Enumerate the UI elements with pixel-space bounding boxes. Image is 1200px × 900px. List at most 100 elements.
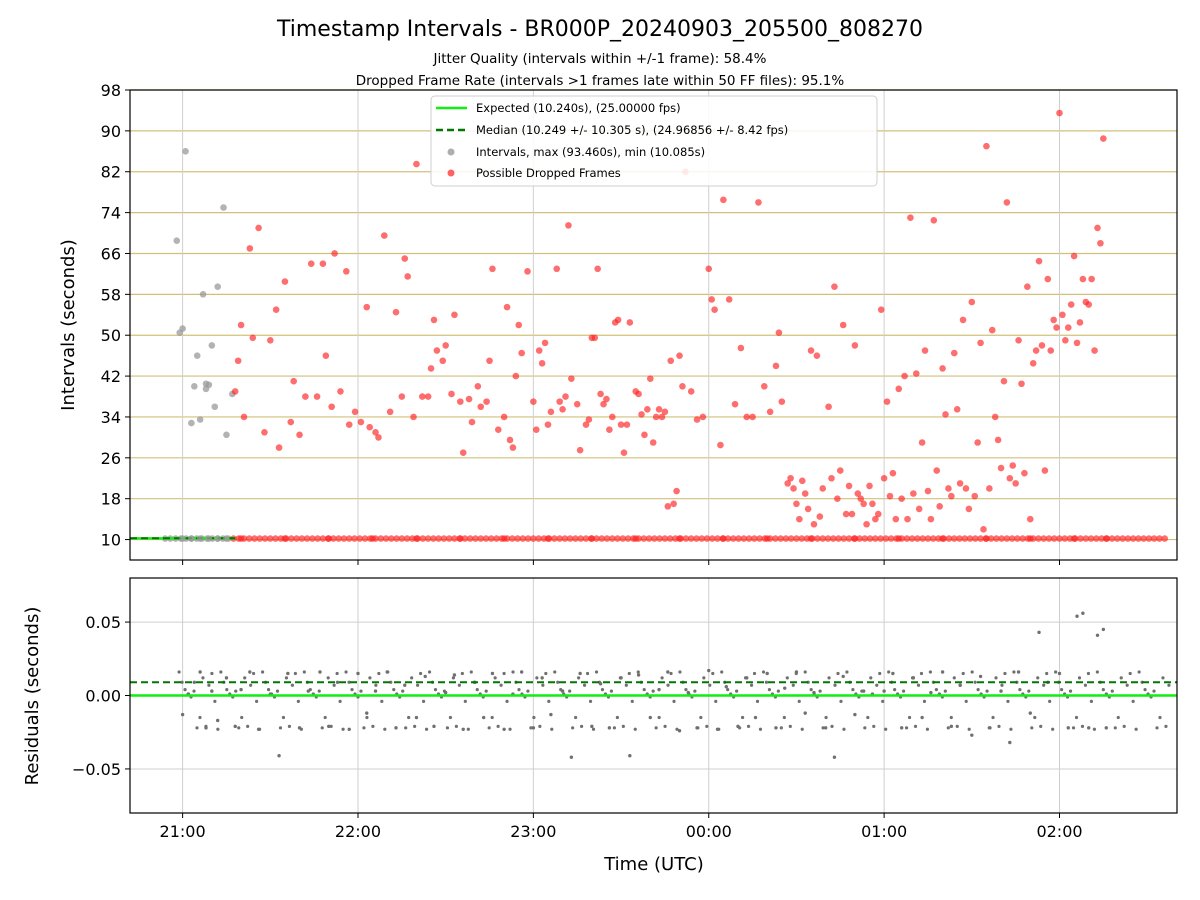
residual-point	[255, 699, 259, 703]
residual-point	[192, 680, 197, 684]
residual-point	[598, 682, 603, 686]
residual-point	[306, 689, 310, 693]
residual-point	[612, 726, 616, 730]
residual-point	[1033, 715, 1037, 720]
residual-point	[362, 726, 366, 730]
dropped-frame-point	[921, 347, 929, 354]
residual-point	[920, 715, 924, 720]
dropped-frame-point	[1012, 480, 1019, 487]
dropped-frame-point	[582, 535, 590, 542]
residual-point	[875, 683, 879, 687]
dropped-frame-point	[948, 492, 955, 500]
dropped-frame-point	[895, 385, 903, 393]
dropped-frame-point	[756, 535, 763, 542]
interval-point	[173, 237, 181, 245]
dropped-frame-point	[908, 535, 916, 542]
dropped-frame-point	[793, 535, 800, 542]
residual-point	[302, 670, 306, 674]
dropped-frame-point	[1029, 360, 1037, 367]
residual-point	[385, 670, 389, 674]
dropped-frame-point	[404, 273, 411, 280]
dropped-frame-point	[303, 535, 311, 542]
dropped-frame-point	[401, 255, 409, 262]
residual-point	[502, 727, 506, 731]
dropped-frame-point	[945, 535, 953, 542]
dropped-frame-point	[901, 372, 908, 380]
dropped-frame-point	[1045, 535, 1053, 542]
dropped-frame-point	[255, 224, 262, 232]
dropped-frame-point	[456, 535, 464, 542]
residual-point	[535, 676, 539, 680]
residual-point	[177, 670, 181, 674]
dropped-frame-point	[249, 334, 257, 342]
residual-point	[531, 726, 536, 730]
dropped-frame-point	[798, 535, 805, 542]
residual-point	[377, 671, 381, 676]
residual-point	[350, 688, 354, 692]
dropped-frame-point	[708, 535, 716, 542]
residual-point	[666, 670, 670, 674]
dropped-frame-point	[608, 413, 616, 421]
dropped-frame-point	[1056, 109, 1063, 117]
dropped-frame-point	[863, 520, 870, 528]
residual-point	[297, 726, 302, 730]
dropped-frame-point	[559, 405, 566, 413]
residual-point	[788, 724, 792, 728]
dropped-frame-point	[330, 535, 337, 542]
residual-point	[869, 676, 873, 680]
residual-point	[210, 671, 214, 676]
legend-dropped-label: Possible Dropped Frames	[476, 166, 621, 180]
dropped-frame-point	[936, 503, 943, 510]
dropped-frame-point	[551, 535, 558, 542]
dropped-frame-point	[950, 535, 958, 542]
dropped-frame-point	[651, 535, 658, 542]
residual-point	[675, 727, 679, 731]
residual-point	[891, 671, 895, 676]
dropped-frame-point	[1050, 535, 1058, 542]
residual-point	[460, 671, 464, 676]
dropped-frame-point	[848, 510, 856, 518]
dropped-frame-point	[424, 393, 432, 400]
dropped-frame-point	[842, 510, 850, 518]
residual-point	[560, 689, 565, 693]
residual-point	[256, 727, 261, 731]
dropped-frame-point	[606, 426, 613, 434]
residual-point	[466, 727, 470, 731]
residual-point	[916, 683, 921, 687]
residual-point	[949, 724, 954, 729]
dropped-frame-point	[851, 342, 859, 349]
residual-point	[882, 689, 886, 693]
dropped-frame-point	[983, 535, 990, 542]
dropped-frame-point	[682, 535, 690, 542]
dropped-frame-point	[819, 485, 827, 492]
residual-point	[296, 699, 300, 703]
residual-point	[234, 689, 238, 693]
residual-point	[928, 670, 933, 674]
residual-point	[976, 688, 980, 692]
dropped-frame-point	[532, 426, 540, 434]
dropped-frame-point	[1088, 275, 1095, 283]
dropped-frame-point	[413, 535, 420, 542]
dropped-frame-point	[435, 535, 442, 542]
residual-point	[1110, 689, 1114, 693]
dropped-frame-point	[1059, 311, 1066, 319]
dropped-frame-point	[950, 349, 958, 357]
residual-point	[582, 683, 587, 687]
residual-point	[195, 726, 199, 730]
residual-point	[502, 671, 506, 676]
residual-point	[800, 727, 804, 731]
residual-point	[949, 715, 953, 720]
dropped-frame-point	[515, 321, 523, 329]
dropped-frame-point	[287, 418, 295, 426]
dropped-frame-point	[1024, 283, 1031, 290]
dropped-frame-point	[459, 449, 467, 457]
x-tick-label: 22:00	[335, 822, 381, 841]
residual-point	[1155, 726, 1159, 730]
residual-point	[785, 676, 789, 680]
dropped-frame-point	[272, 306, 280, 313]
interval-point	[208, 342, 216, 349]
residual-point	[677, 729, 682, 733]
dropped-frame-point	[933, 467, 941, 474]
residual-point	[967, 727, 971, 731]
residual-point	[213, 699, 217, 703]
